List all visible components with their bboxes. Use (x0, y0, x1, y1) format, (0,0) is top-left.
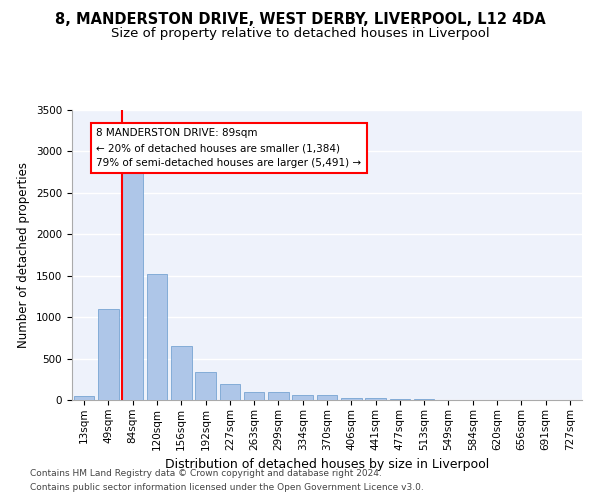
Bar (98, 309, 119, 400)
Text: Contains HM Land Registry data © Crown copyright and database right 2024.: Contains HM Land Registry data © Crown c… (30, 468, 382, 477)
Bar (268, 392, 289, 400)
Bar (244, 392, 265, 400)
Bar (195, 372, 216, 400)
Text: Contains public sector information licensed under the Open Government Licence v3: Contains public sector information licen… (30, 484, 424, 492)
Text: 8 MANDERSTON DRIVE: 89sqm
← 20% of detached houses are smaller (1,384)
79% of se: 8 MANDERSTON DRIVE: 89sqm ← 20% of detac… (96, 128, 361, 168)
Bar (292, 394, 313, 400)
Bar (122, 157, 143, 400)
Bar (146, 274, 167, 400)
Bar (389, 399, 410, 400)
Text: 8, MANDERSTON DRIVE, WEST DERBY, LIVERPOOL, L12 4DA: 8, MANDERSTON DRIVE, WEST DERBY, LIVERPO… (55, 12, 545, 28)
X-axis label: Distribution of detached houses by size in Liverpool: Distribution of detached houses by size … (165, 458, 489, 471)
Bar (171, 346, 191, 400)
Text: Size of property relative to detached houses in Liverpool: Size of property relative to detached ho… (110, 28, 490, 40)
Bar (414, 399, 434, 400)
Bar (341, 398, 362, 400)
Bar (220, 384, 240, 400)
Y-axis label: Number of detached properties: Number of detached properties (17, 162, 31, 348)
Bar (365, 398, 386, 400)
Bar (74, 396, 94, 400)
Bar (317, 396, 337, 400)
